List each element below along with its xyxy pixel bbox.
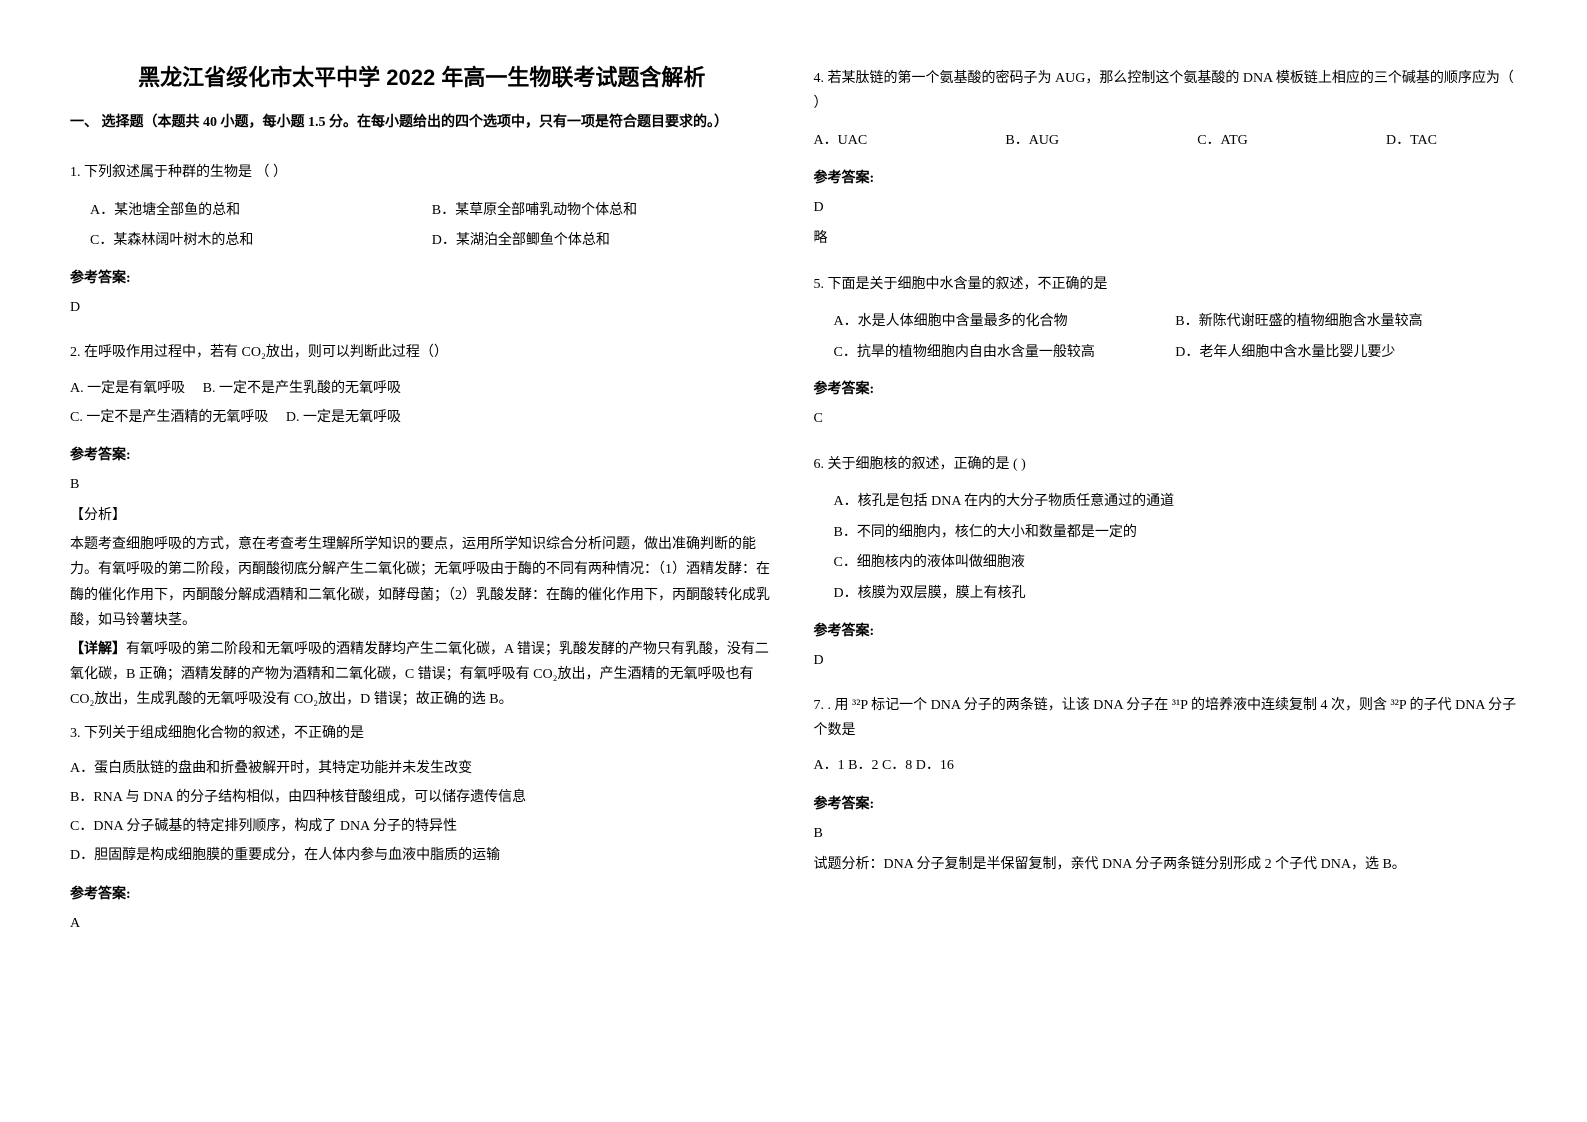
q5-optA: A．水是人体细胞中含量最多的化合物 [834, 307, 1176, 338]
q3-optC: C．DNA 分子碱基的特定排列顺序，构成了 DNA 分子的特异性 [70, 814, 774, 839]
q2-analysis: 本题考查细胞呼吸的方式，意在考查考生理解所学知识的要点，运用所学知识综合分析问题… [70, 532, 774, 633]
q5-optB: B．新陈代谢旺盛的植物细胞含水量较高 [1175, 307, 1517, 338]
q4-brief: 略 [814, 226, 1518, 251]
q4-stem: 4. 若某肽链的第一个氨基酸的密码子为 AUG，那么控制这个氨基酸的 DNA 模… [814, 66, 1518, 116]
q3-optA: A．蛋白质肽链的盘曲和折叠被解开时，其特定功能并未发生改变 [70, 756, 774, 781]
q3-optB: B．RNA 与 DNA 的分子结构相似，由四种核苷酸组成，可以储存遗传信息 [70, 785, 774, 810]
q6-stem: 6. 关于细胞核的叙述，正确的是 ( ) [814, 452, 1518, 477]
q3-answer: A [70, 911, 774, 936]
q5-options-row2: C．抗旱的植物细胞内自由水含量一般较高 D．老年人细胞中含水量比婴儿要少 [814, 338, 1518, 369]
q1-optC: C．某森林阔叶树木的总和 [90, 226, 432, 257]
q2-detail-text: 有氧呼吸的第二阶段和无氧呼吸的酒精发酵均产生二氧化碳，A 错误；乳酸发酵的产物只… [70, 642, 769, 707]
q6-answer-label: 参考答案: [814, 620, 1518, 640]
q2-optA: A. 一定是有氧呼吸 [70, 381, 185, 396]
q3-optD: D．胆固醇是构成细胞膜的重要成分，在人体内参与血液中脂质的运输 [70, 843, 774, 868]
q5-stem: 5. 下面是关于细胞中水含量的叙述，不正确的是 [814, 272, 1518, 297]
q1-optA: A．某池塘全部鱼的总和 [90, 196, 432, 227]
q2-answer: B [70, 472, 774, 497]
left-column: 黑龙江省绥化市太平中学 2022 年高一生物联考试题含解析 一、 选择题（本题共… [70, 60, 774, 1062]
q7-answer-label: 参考答案: [814, 793, 1518, 813]
q1-options-row2: C．某森林阔叶树木的总和 D．某湖泊全部鲫鱼个体总和 [70, 226, 774, 257]
q6-optC: C．细胞核内的液体叫做细胞液 [834, 548, 1025, 579]
q5-optD: D．老年人细胞中含水量比婴儿要少 [1175, 338, 1517, 369]
q7-opts: A．1 B．2 C．8 D．16 [814, 753, 1518, 778]
q2-analysis-label: 【分析】 [70, 503, 774, 528]
q6-optD-row: D．核膜为双层膜，膜上有核孔 [814, 579, 1518, 610]
q4-optA: A．UAC [814, 126, 868, 157]
q6-optC-row: C．细胞核内的液体叫做细胞液 [814, 548, 1518, 579]
q1-answer-label: 参考答案: [70, 267, 774, 287]
q2-options-line2: C. 一定不是产生酒精的无氧呼吸 D. 一定是无氧呼吸 [70, 405, 774, 430]
q1-stem: 1. 下列叙述属于种群的生物是 （ ） [70, 160, 774, 185]
section-header: 一、 选择题（本题共 40 小题，每小题 1.5 分。在每小题给出的四个选项中，… [70, 112, 774, 134]
q4-answer: D [814, 195, 1518, 220]
q2-stem: 2. 在呼吸作用过程中，若有 CO₂放出，则可以判断此过程（） [70, 340, 774, 365]
q7-answer: B [814, 821, 1518, 846]
q3-answer-label: 参考答案: [70, 883, 774, 903]
q1-options-row1: A．某池塘全部鱼的总和 B．某草原全部哺乳动物个体总和 [70, 196, 774, 227]
q6-answer: D [814, 648, 1518, 673]
q2-optC: C. 一定不是产生酒精的无氧呼吸 [70, 410, 268, 425]
q1-optD: D．某湖泊全部鲫鱼个体总和 [432, 226, 774, 257]
q1-optB: B．某草原全部哺乳动物个体总和 [432, 196, 774, 227]
q2-optB: B. 一定不是产生乳酸的无氧呼吸 [203, 381, 401, 396]
q6-optD: D．核膜为双层膜，膜上有核孔 [834, 579, 1026, 610]
q4-optC: C．ATG [1197, 126, 1248, 157]
q5-answer-label: 参考答案: [814, 378, 1518, 398]
exam-title: 黑龙江省绥化市太平中学 2022 年高一生物联考试题含解析 [70, 60, 774, 92]
q2-detail: 【详解】有氧呼吸的第二阶段和无氧呼吸的酒精发酵均产生二氧化碳，A 错误；乳酸发酵… [70, 637, 774, 713]
q2-optD: D. 一定是无氧呼吸 [286, 410, 401, 425]
q7-stem: 7. . 用 ³²P 标记一个 DNA 分子的两条链，让该 DNA 分子在 ³¹… [814, 693, 1518, 743]
q4-optB: B．AUG [1005, 126, 1059, 157]
q5-options-row1: A．水是人体细胞中含量最多的化合物 B．新陈代谢旺盛的植物细胞含水量较高 [814, 307, 1518, 338]
q1-answer: D [70, 295, 774, 320]
q7-analysis: 试题分析：DNA 分子复制是半保留复制，亲代 DNA 分子两条链分别形成 2 个… [814, 852, 1518, 877]
q6-optB: B．不同的细胞内，核仁的大小和数量都是一定的 [834, 518, 1137, 549]
q6-optA: A．核孔是包括 DNA 在内的大分子物质任意通过的通道 [834, 487, 1175, 518]
q3-stem: 3. 下列关于组成细胞化合物的叙述，不正确的是 [70, 721, 774, 746]
q4-options: A．UAC B．AUG C．ATG D．TAC [814, 126, 1518, 157]
q5-answer: C [814, 406, 1518, 431]
q6-optB-row: B．不同的细胞内，核仁的大小和数量都是一定的 [814, 518, 1518, 549]
q4-answer-label: 参考答案: [814, 167, 1518, 187]
q5-optC: C．抗旱的植物细胞内自由水含量一般较高 [834, 338, 1176, 369]
q2-detail-label: 【详解】 [70, 642, 126, 657]
q2-options-line1: A. 一定是有氧呼吸 B. 一定不是产生乳酸的无氧呼吸 [70, 376, 774, 401]
q4-optD: D．TAC [1386, 126, 1437, 157]
right-column: 4. 若某肽链的第一个氨基酸的密码子为 AUG，那么控制这个氨基酸的 DNA 模… [814, 60, 1518, 1062]
q2-answer-label: 参考答案: [70, 444, 774, 464]
q6-optA-row: A．核孔是包括 DNA 在内的大分子物质任意通过的通道 [814, 487, 1518, 518]
